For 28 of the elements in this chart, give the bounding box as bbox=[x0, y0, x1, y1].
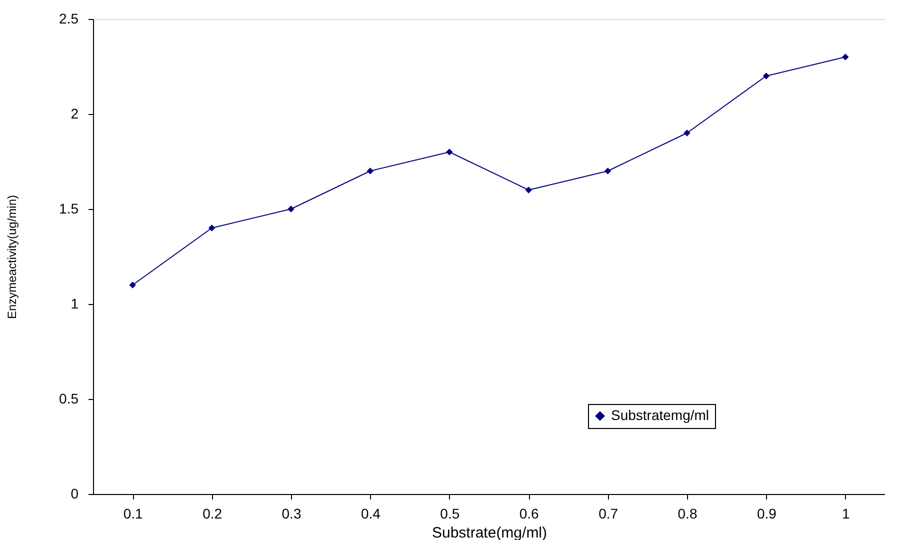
y-tick-label: 0.5 bbox=[59, 390, 79, 406]
point bbox=[366, 168, 374, 174]
x-tick-label: 0.6 bbox=[519, 506, 540, 522]
point bbox=[842, 54, 849, 60]
point bbox=[604, 168, 612, 174]
point bbox=[525, 186, 532, 194]
x-tick-label: 1 bbox=[842, 506, 850, 522]
x-tick-label: 0.8 bbox=[678, 506, 698, 522]
y-tick-label: 1 bbox=[70, 296, 79, 312]
x-tick-label: 0.3 bbox=[282, 506, 302, 522]
point bbox=[129, 282, 136, 288]
legend-label: Substratemg/ml bbox=[611, 407, 710, 423]
point bbox=[208, 224, 216, 232]
x-tick-label: 0.7 bbox=[598, 506, 618, 522]
y-tick-label: 2.5 bbox=[59, 10, 79, 26]
point bbox=[446, 148, 453, 156]
x-tick-label: 0.1 bbox=[123, 506, 144, 522]
x-tick-label: 0.4 bbox=[360, 506, 381, 522]
y-tick-label: 1.5 bbox=[59, 200, 79, 216]
y-tick-label: 2 bbox=[70, 106, 79, 122]
x-tick-label: 0.2 bbox=[202, 506, 222, 522]
point bbox=[288, 206, 294, 212]
point bbox=[684, 130, 690, 136]
y-axis-title: Enzymeactivity(ug/min) bbox=[5, 194, 20, 320]
point bbox=[762, 72, 770, 80]
x-tick-label: 0.9 bbox=[756, 506, 777, 522]
y-tick-label: 0 bbox=[70, 486, 79, 502]
x-tick-label: 0.5 bbox=[440, 506, 460, 522]
